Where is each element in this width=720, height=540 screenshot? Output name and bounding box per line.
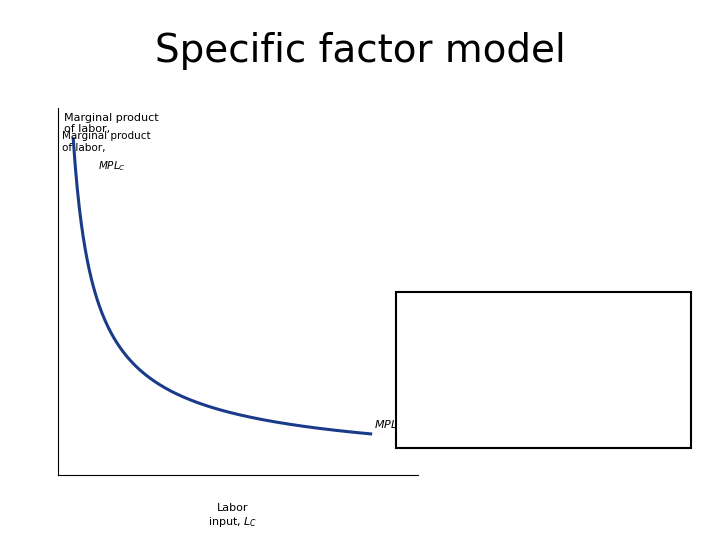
Text: $MPL_C$: $MPL_C$ bbox=[99, 160, 126, 173]
Text: The: The bbox=[416, 313, 446, 327]
Text: Labor
input, $L_C$: Labor input, $L_C$ bbox=[208, 503, 258, 529]
Text: production function: production function bbox=[416, 397, 552, 411]
Text: Marginal product
of labor,: Marginal product of labor, bbox=[63, 131, 151, 152]
Text: $MPL_C$: $MPL_C$ bbox=[374, 418, 404, 431]
Text: is: is bbox=[523, 343, 538, 357]
Text: Marginal product
of labor,: Marginal product of labor, bbox=[64, 112, 158, 134]
Text: marginal: marginal bbox=[436, 313, 505, 327]
Text: product of labour: product of labour bbox=[416, 343, 553, 357]
Text: the slope of the: the slope of the bbox=[416, 370, 525, 384]
Text: Specific factor model: Specific factor model bbox=[155, 32, 565, 70]
